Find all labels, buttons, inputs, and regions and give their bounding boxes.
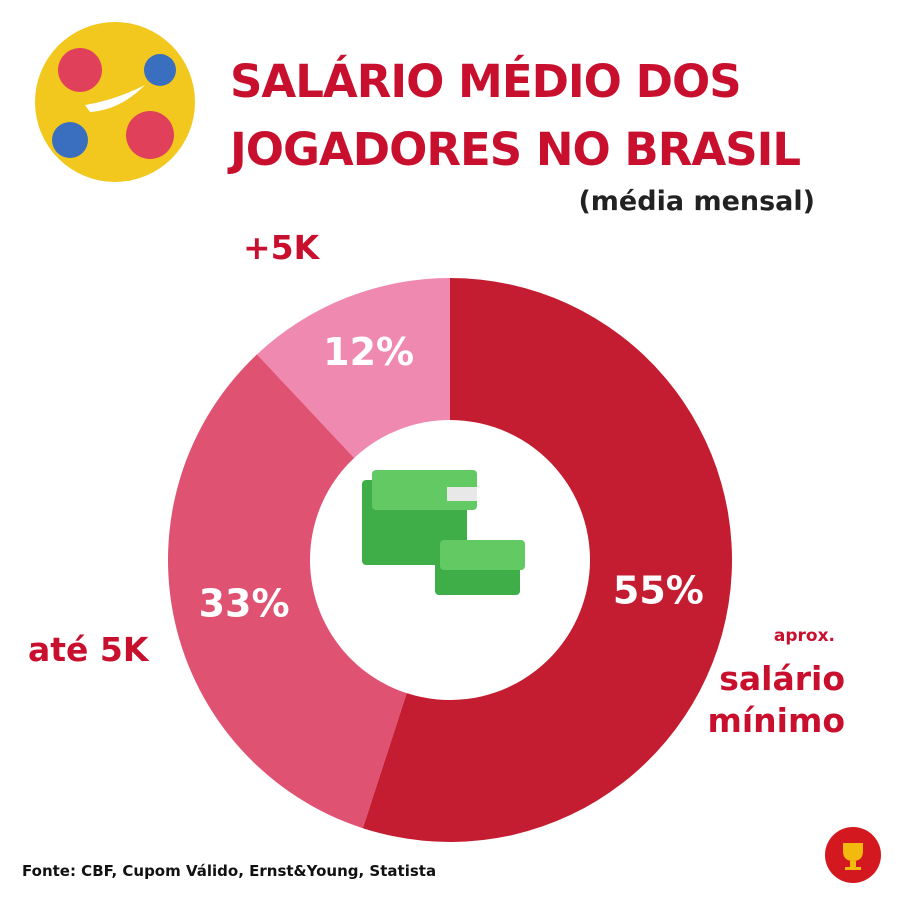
annotation: aprox. xyxy=(773,626,835,646)
category-label: até 5K xyxy=(28,630,149,669)
value-label: 55% xyxy=(613,569,704,613)
ball xyxy=(35,22,195,182)
value-label: 33% xyxy=(199,582,290,626)
chart-title: SALÁRIO MÉDIO DOS JOGADORES NO BRASIL xyxy=(230,55,801,176)
chart-subtitle: (média mensal) xyxy=(578,186,815,217)
donut-slice xyxy=(362,278,733,842)
money-icon xyxy=(362,470,525,595)
trophy xyxy=(825,827,881,883)
category-label: +5K xyxy=(243,228,320,267)
donut-slice xyxy=(167,354,407,829)
value-label: 12% xyxy=(323,330,414,374)
category-label: salário mínimo xyxy=(707,659,845,740)
source: Fonte: CBF, Cupom Válido, Ernst&Young, S… xyxy=(22,862,437,880)
donut-slice xyxy=(256,278,450,458)
